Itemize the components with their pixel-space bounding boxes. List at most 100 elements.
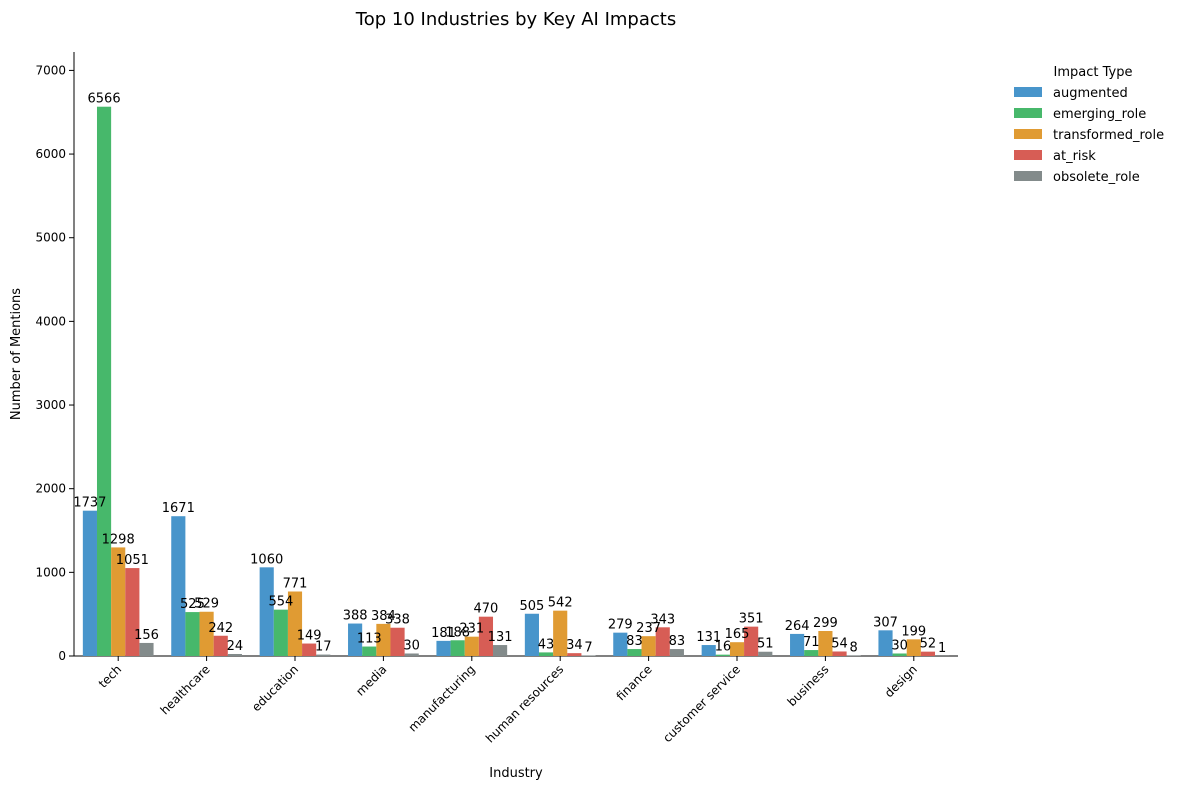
bar: [655, 627, 670, 656]
data-label: 181: [431, 626, 456, 641]
x-tick-label: finance: [614, 662, 655, 703]
bar: [758, 651, 773, 656]
x-ticks: tech healthcare education media manufacturin…: [96, 656, 920, 746]
data-label: 338: [385, 613, 410, 628]
bar: [846, 655, 861, 656]
data-label: 83: [669, 634, 686, 649]
bar: [111, 547, 126, 656]
data-label: 6566: [88, 92, 121, 107]
bar: [376, 623, 391, 656]
bar: [436, 640, 451, 656]
y-tick-label: 3000: [35, 398, 66, 412]
data-label: 771: [283, 577, 308, 592]
bar: [185, 612, 200, 656]
y-tick-label: 1000: [35, 565, 66, 579]
data-label: 16: [715, 640, 732, 655]
x-axis-title: Industry: [489, 766, 543, 781]
bar: [227, 653, 242, 656]
data-label: 388: [343, 609, 368, 624]
data-label: 30: [403, 638, 420, 653]
bar: [878, 630, 893, 656]
bar: [627, 649, 642, 656]
y-axis-title: Number of Mentions: [9, 288, 24, 420]
bar: [139, 642, 154, 656]
legend-label: emerging_role: [1053, 107, 1146, 122]
bars: [82, 106, 950, 656]
y-tick-label: 6000: [35, 147, 66, 161]
y-tick-label: 7000: [35, 63, 66, 77]
x-tick-label: education: [249, 662, 301, 714]
bar: [464, 636, 479, 656]
bar: [302, 643, 317, 656]
bar: [669, 649, 684, 656]
x-tick-label: media: [353, 662, 389, 698]
bar: [390, 627, 405, 656]
bar: [613, 632, 628, 656]
data-label: 231: [459, 622, 484, 637]
bar: [553, 610, 568, 656]
x-tick-label: human resources: [483, 662, 566, 745]
data-label: 1671: [162, 501, 195, 516]
bar: [524, 613, 539, 656]
data-label: 279: [608, 618, 633, 633]
data-label: 24: [227, 639, 244, 654]
bar: [729, 642, 745, 656]
data-label: 1298: [102, 532, 135, 547]
data-label: 156: [134, 628, 159, 643]
bar: [641, 636, 656, 656]
bar: [362, 646, 377, 656]
bar: [920, 651, 936, 656]
legend-label: at_risk: [1053, 149, 1096, 164]
data-label: 54: [831, 636, 848, 651]
data-label: 188: [445, 625, 470, 640]
bar: [96, 106, 112, 656]
x-tick-label: design: [882, 662, 920, 700]
data-label: 199: [901, 624, 926, 639]
data-label: 351: [739, 612, 764, 627]
bar: [82, 510, 97, 656]
data-label: 8: [850, 640, 858, 655]
bar: [348, 623, 363, 656]
axes: [73, 52, 958, 657]
data-label: 525: [180, 597, 205, 612]
y-tick-label: 2000: [35, 482, 66, 496]
data-label: 131: [488, 630, 513, 645]
data-label: 34: [566, 638, 583, 653]
x-tick-label: customer service: [660, 662, 743, 745]
data-label: 131: [696, 630, 721, 645]
data-label: 264: [785, 619, 810, 634]
bar: [832, 651, 847, 656]
data-label: 1051: [116, 553, 149, 568]
bar: [259, 567, 274, 656]
legend-swatch: [1014, 108, 1042, 118]
bar: [790, 633, 805, 656]
y-tick-label: 4000: [35, 314, 66, 328]
data-label: 1060: [250, 552, 283, 567]
data-label: 237: [636, 621, 661, 636]
bar: [804, 650, 819, 656]
data-label: 343: [650, 612, 675, 627]
x-tick-label: tech: [96, 662, 124, 690]
data-label: 529: [194, 597, 219, 612]
data-label: 83: [626, 634, 643, 649]
data-label: 307: [873, 615, 898, 630]
data-label: 505: [519, 599, 544, 614]
data-label: 52: [920, 637, 937, 652]
data-label: 7: [584, 640, 592, 655]
data-label: 384: [371, 609, 396, 624]
data-label: 71: [803, 635, 820, 650]
bar: [715, 654, 730, 656]
bar: [125, 568, 140, 656]
x-tick-label: manufacturing: [406, 662, 478, 734]
legend: Impact Type augmented emerging_roletransf…: [1014, 65, 1164, 185]
data-label: 51: [757, 637, 774, 652]
bar: [818, 630, 833, 656]
legend-label: obsolete_role: [1053, 170, 1140, 185]
bar: [538, 652, 554, 656]
bar: [581, 655, 596, 656]
x-tick-label: business: [785, 662, 832, 709]
data-label: 542: [548, 596, 573, 611]
legend-swatch: [1014, 150, 1042, 160]
bar: [450, 640, 465, 656]
